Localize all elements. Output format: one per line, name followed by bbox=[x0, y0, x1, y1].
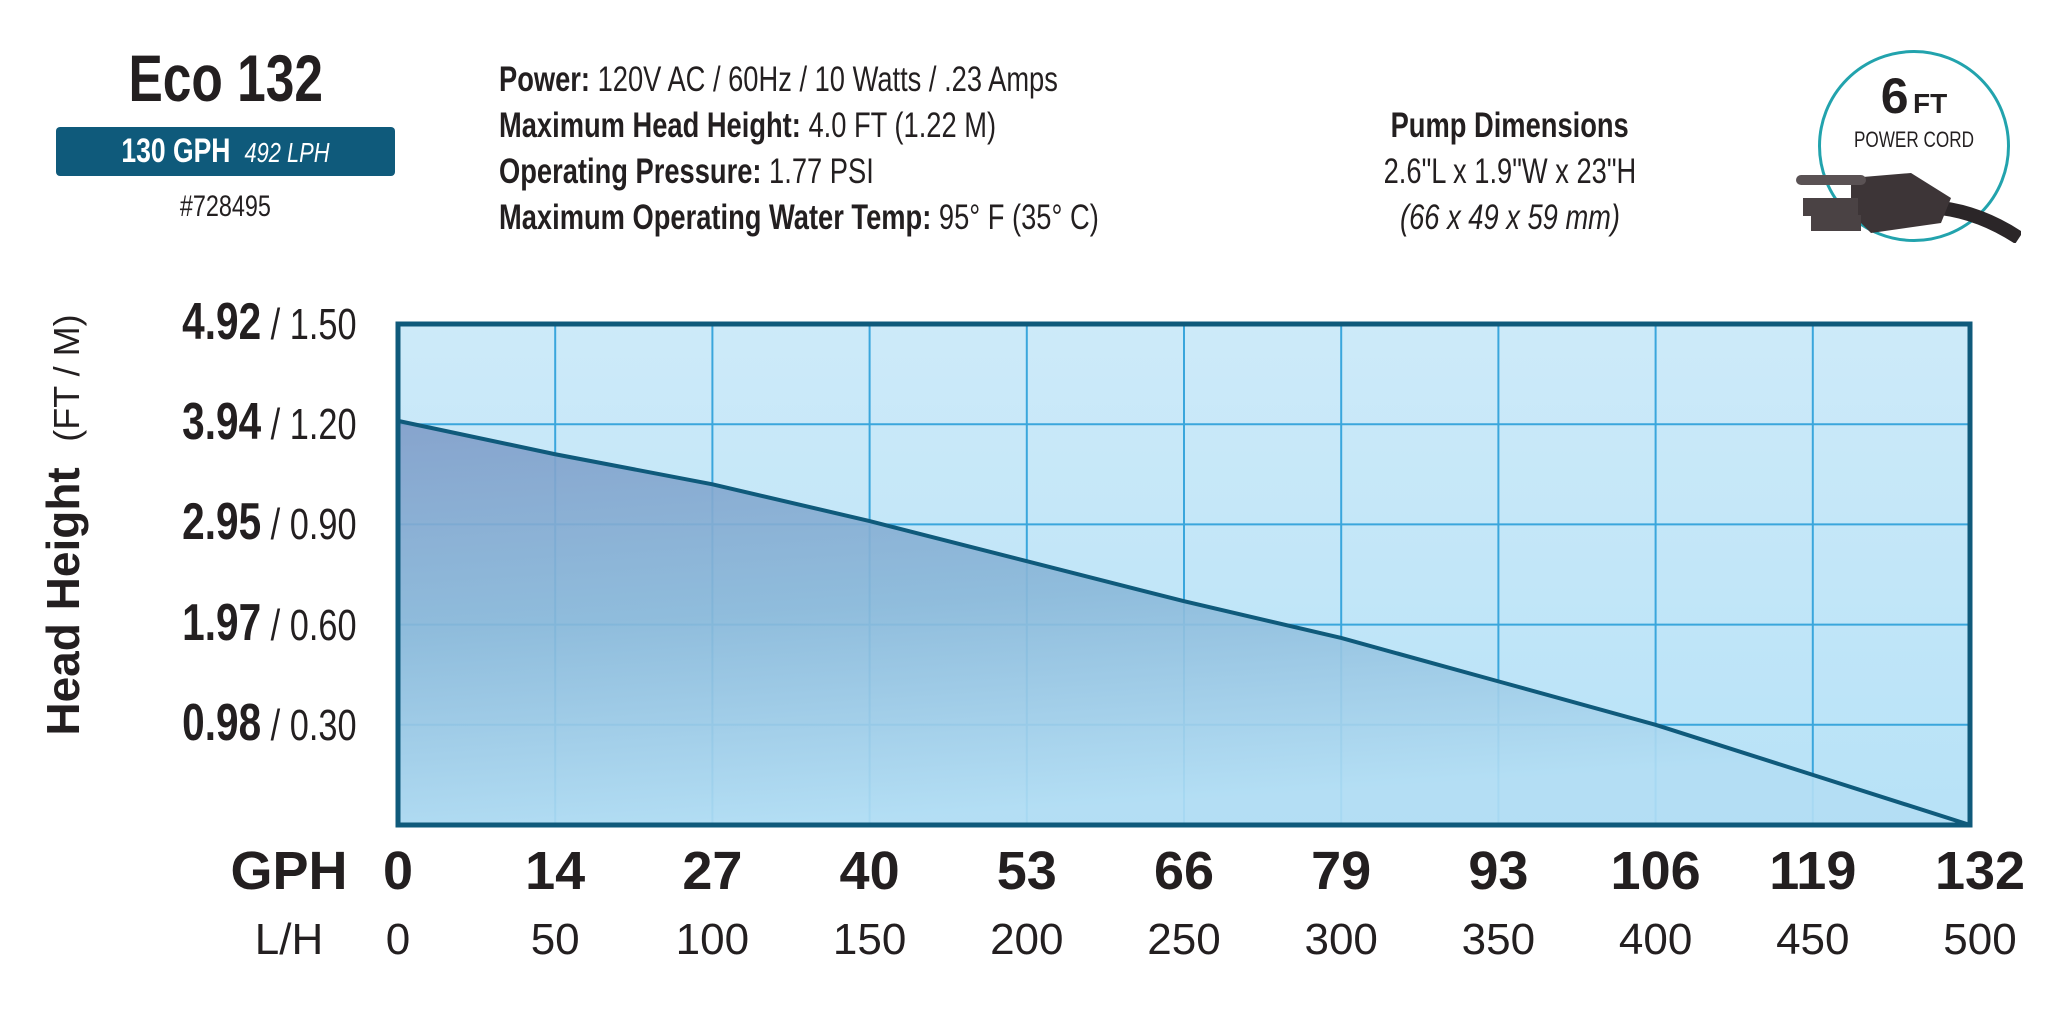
product-title: Eco 132 bbox=[128, 41, 323, 115]
x-tick-lph: 350 bbox=[1461, 915, 1536, 964]
x-tick-gph: 0 bbox=[382, 841, 414, 901]
x-tick-lph: 150 bbox=[832, 915, 907, 964]
x-tick-lph: 250 bbox=[1147, 915, 1221, 964]
spec-pressure: Operating Pressure: 1.77 PSI bbox=[499, 152, 874, 191]
cord-label: POWER CORD bbox=[1853, 127, 1975, 152]
dimensions-title: Pump Dimensions bbox=[1390, 106, 1630, 145]
x-axis-label-gph: GPH bbox=[230, 841, 348, 901]
x-tick-gph: 106 bbox=[1610, 841, 1701, 901]
dimensions-metric: (66 x 49 x 59 mm) bbox=[1399, 198, 1620, 237]
x-tick-gph: 66 bbox=[1153, 841, 1215, 901]
performance-area bbox=[398, 420, 1970, 825]
x-tick-gph: 40 bbox=[839, 841, 900, 901]
y-tick-label: 3.94 / 1.20 bbox=[182, 393, 357, 452]
y-tick-label: 0.98 / 0.30 bbox=[182, 693, 357, 752]
x-tick-gph: 119 bbox=[1769, 841, 1857, 901]
x-tick-lph: 50 bbox=[530, 915, 580, 964]
x-tick-lph: 200 bbox=[990, 915, 1064, 964]
gph-rate: 130 GPH bbox=[121, 132, 231, 170]
spec-max-head: Maximum Head Height: 4.0 FT (1.22 M) bbox=[499, 106, 997, 145]
y-tick-label: 4.92 / 1.50 bbox=[182, 293, 357, 351]
performance-curve bbox=[397, 418, 1971, 827]
cord-unit: FT bbox=[1913, 88, 1948, 119]
spec-power: Power: 120V AC / 60Hz / 10 Watts / .23 A… bbox=[499, 60, 1058, 99]
power-plug-icon bbox=[1796, 173, 2021, 243]
power-cord-badge: 6 FT POWER CORD bbox=[1796, 50, 2021, 243]
y-tick-label: 1.97 / 0.60 bbox=[182, 593, 357, 652]
dimensions-imperial: 2.6"L x 1.9"W x 23"H bbox=[1383, 152, 1637, 191]
x-tick-gph: 27 bbox=[682, 841, 743, 901]
x-tick-lph: 450 bbox=[1776, 915, 1850, 964]
spec-water-temp: Maximum Operating Water Temp: 95° F (35°… bbox=[499, 198, 1099, 237]
lph-rate: 492 LPH bbox=[244, 137, 330, 168]
flow-rate-badge: 130 GPH 492 LPH bbox=[56, 127, 395, 176]
plot-border bbox=[395, 321, 1973, 828]
x-tick-gph: 93 bbox=[1468, 841, 1529, 901]
x-tick-lph: 0 bbox=[385, 915, 411, 964]
x-tick-lph: 400 bbox=[1618, 915, 1693, 964]
x-tick-gph: 53 bbox=[996, 841, 1057, 901]
x-tick-lph: 100 bbox=[675, 915, 750, 964]
x-tick-gph: 79 bbox=[1311, 841, 1372, 901]
x-tick-gph: 14 bbox=[525, 841, 586, 901]
x-axis-label-lph: L/H bbox=[254, 915, 324, 964]
sku: #728495 bbox=[179, 190, 272, 223]
x-tick-gph: 132 bbox=[1934, 841, 2026, 901]
cord-length: 6 bbox=[1880, 68, 1909, 124]
y-tick-label: 2.95 / 0.90 bbox=[182, 493, 357, 552]
x-tick-lph: 300 bbox=[1304, 915, 1378, 964]
x-tick-lph: 500 bbox=[1943, 915, 2017, 964]
